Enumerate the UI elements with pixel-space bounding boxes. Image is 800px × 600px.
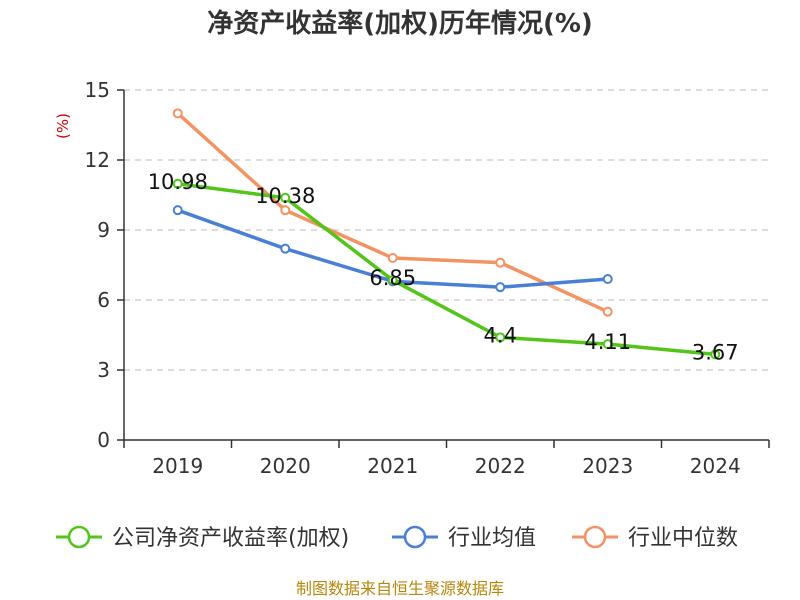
data-label: 3.67 bbox=[692, 340, 739, 364]
data-label: 6.85 bbox=[369, 266, 416, 290]
x-tick-label: 2024 bbox=[690, 454, 741, 478]
data-point bbox=[495, 332, 506, 343]
legend-swatch-marker bbox=[583, 525, 607, 549]
data-point bbox=[280, 243, 291, 254]
data-point bbox=[387, 253, 398, 263]
data-labels: 10.98 10.38 6.85 4.4 4.11 3.67 bbox=[148, 170, 739, 365]
series bbox=[172, 108, 721, 360]
data-point bbox=[710, 349, 721, 360]
data-point bbox=[172, 178, 183, 189]
data-label: 4.11 bbox=[584, 330, 631, 354]
data-point bbox=[387, 275, 398, 286]
data-label: 10.38 bbox=[255, 184, 315, 208]
chart-title: 净资产收益率(加权)历年情况(%) bbox=[207, 8, 593, 39]
y-tick-label: 15 bbox=[85, 78, 110, 102]
x-tick-label: 2022 bbox=[475, 454, 526, 478]
data-point bbox=[602, 274, 613, 284]
x-tick-label: 2019 bbox=[152, 454, 203, 478]
grid bbox=[124, 89, 769, 371]
data-label: 10.98 bbox=[148, 170, 208, 194]
x-tick-label: 2021 bbox=[367, 454, 418, 478]
y-tick-label: 9 bbox=[97, 218, 110, 242]
source-note: 制图数据来自恒生聚源数据库 bbox=[296, 579, 504, 598]
x-tick-label: 2020 bbox=[260, 454, 311, 478]
x-tick-label: 2023 bbox=[582, 454, 633, 478]
y-tick-label: 12 bbox=[85, 148, 110, 172]
data-point bbox=[280, 205, 291, 216]
y-axis-unit: (%) bbox=[54, 113, 72, 139]
data-label: 4.4 bbox=[484, 323, 517, 347]
y-tick-label: 6 bbox=[97, 288, 110, 312]
data-point bbox=[280, 192, 291, 203]
data-point bbox=[602, 306, 613, 317]
y-tick-label: 3 bbox=[97, 358, 110, 382]
legend-label: 行业中位数 bbox=[628, 526, 738, 551]
data-point bbox=[602, 339, 613, 350]
legend-label: 行业均值 bbox=[448, 526, 536, 551]
y-tick-label: 0 bbox=[97, 428, 110, 452]
series-line bbox=[176, 182, 717, 357]
legend: 公司净资产收益率(加权) 行业均值 行业中位数 bbox=[56, 525, 738, 551]
data-point bbox=[495, 282, 506, 293]
axes: 0 3 6 9 12 15 2019 2020 2021 2022 2023 2024 bbox=[85, 78, 770, 478]
data-point bbox=[495, 257, 506, 268]
data-point bbox=[172, 205, 183, 216]
data-point bbox=[172, 108, 183, 119]
legend-swatch-marker bbox=[67, 525, 91, 549]
legend-swatch-marker bbox=[403, 525, 427, 549]
legend-label: 公司净资产收益率(加权) bbox=[112, 526, 349, 551]
